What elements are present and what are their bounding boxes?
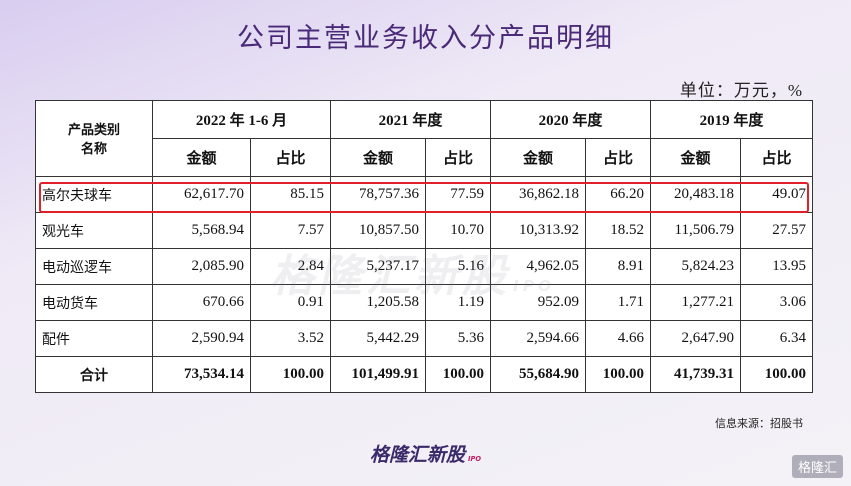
- data-cell: 1.71: [585, 284, 651, 321]
- header-cell: 金额: [152, 138, 251, 177]
- header-cell: 占比: [250, 138, 331, 177]
- data-cell: 6.34: [740, 320, 813, 357]
- row-label: 电动货车: [35, 284, 153, 321]
- header-cell: 金额: [490, 138, 586, 177]
- header-cell: 2021 年度: [330, 100, 491, 139]
- data-cell: 10,857.50: [330, 212, 426, 249]
- data-cell: 3.06: [740, 284, 813, 321]
- data-cell: 11,506.79: [650, 212, 741, 249]
- data-cell: 5,568.94: [152, 212, 251, 249]
- data-cell: 4,962.05: [490, 248, 586, 285]
- logo-suffix: IPO: [468, 455, 481, 463]
- source-note: 信息来源：招股书: [715, 417, 803, 430]
- header-cell: 金额: [650, 138, 741, 177]
- data-row: 合计 73,534.14 100.00 101,499.91 100.00 55,684.…: [35, 356, 813, 393]
- row-highlight: [39, 182, 809, 213]
- data-cell: 41,739.31: [650, 356, 741, 393]
- header-cell: 产品类别名称: [35, 100, 153, 177]
- data-cell: 5,237.17: [330, 248, 426, 285]
- data-cell: 10,313.92: [490, 212, 586, 249]
- data-cell: 4.66: [585, 320, 651, 357]
- data-cell: 1,205.58: [330, 284, 426, 321]
- unit-note: 单位：万元，%: [679, 81, 803, 100]
- data-cell: 55,684.90: [490, 356, 586, 393]
- logo: 格隆汇新股 IPO: [0, 440, 851, 467]
- data-cell: 952.09: [490, 284, 586, 321]
- logo-name: 格隆汇新股: [370, 444, 466, 466]
- row-label: 合计: [35, 356, 153, 393]
- row-label: 观光车: [35, 212, 153, 249]
- data-cell: 100.00: [425, 356, 491, 393]
- data-cell: 5.36: [425, 320, 491, 357]
- header-cell: 金额: [330, 138, 426, 177]
- data-cell: 13.95: [740, 248, 813, 285]
- data-cell: 101,499.91: [330, 356, 426, 393]
- data-cell: 2,085.90: [152, 248, 251, 285]
- header-row: 产品类别名称 2022 年 1-6 月 2021 年度 2020 年度 2019 年度: [35, 100, 813, 177]
- data-cell: 100.00: [250, 356, 331, 393]
- data-cell: 2,590.94: [152, 320, 251, 357]
- header-text: 产品类别名称: [67, 123, 120, 157]
- data-cell: 100.00: [740, 356, 813, 393]
- data-cell: 1,277.21: [650, 284, 741, 321]
- data-cell: 3.52: [250, 320, 331, 357]
- data-cell: 0.91: [250, 284, 331, 321]
- header-cell: 占比: [585, 138, 651, 177]
- data-row: 配件 2,590.94 3.52 5,442.29 5.36 2,594.66 4.66 2,…: [35, 320, 813, 357]
- header-row: 金额 占比 金额 占比 金额 占比 金额 占比: [36, 138, 813, 177]
- watermark: 格隆汇新股 IPO: [270, 240, 555, 304]
- data-cell: 2.84: [250, 248, 331, 285]
- header-cell: 占比: [740, 138, 813, 177]
- data-cell: 73,534.14: [152, 356, 251, 393]
- title: 公司主营业务收入分产品明细: [237, 23, 614, 54]
- watermark-name: 格隆汇新股: [270, 251, 510, 302]
- data-cell: 2,647.90: [650, 320, 741, 357]
- data-cell: 27.57: [740, 212, 813, 249]
- data-cell: 7.57: [250, 212, 331, 249]
- data-cell: 18.52: [585, 212, 651, 249]
- data-cell: 8.91: [585, 248, 651, 285]
- data-cell: 5,824.23: [650, 248, 741, 285]
- row-label: 电动巡逻车: [35, 248, 153, 285]
- header-cell: 2020 年度: [490, 100, 651, 139]
- header-cell: 2019 年度: [650, 100, 813, 139]
- watermark-suffix: IPO: [513, 277, 556, 295]
- header-cell: 占比: [425, 138, 491, 177]
- data-row: 观光车 5,568.94 7.57 10,857.50 10.70 10,313.92 18…: [35, 212, 813, 249]
- data-row: 电动货车 670.66 0.91 1,205.58 1.19 952.09 1.71 1,27…: [35, 284, 813, 321]
- data-cell: 1.19: [425, 284, 491, 321]
- data-cell: 100.00: [585, 356, 651, 393]
- data-cell: 670.66: [152, 284, 251, 321]
- corner-logo: 格隆汇: [791, 455, 843, 478]
- header-cell: 2022 年 1-6 月: [152, 100, 331, 139]
- data-cell: 5,442.29: [330, 320, 426, 357]
- data-cell: 2,594.66: [490, 320, 586, 357]
- revenue-table: 产品类别名称 2022 年 1-6 月 2021 年度 2020 年度 2019 年度金…: [35, 100, 813, 393]
- row-label: 配件: [35, 320, 153, 357]
